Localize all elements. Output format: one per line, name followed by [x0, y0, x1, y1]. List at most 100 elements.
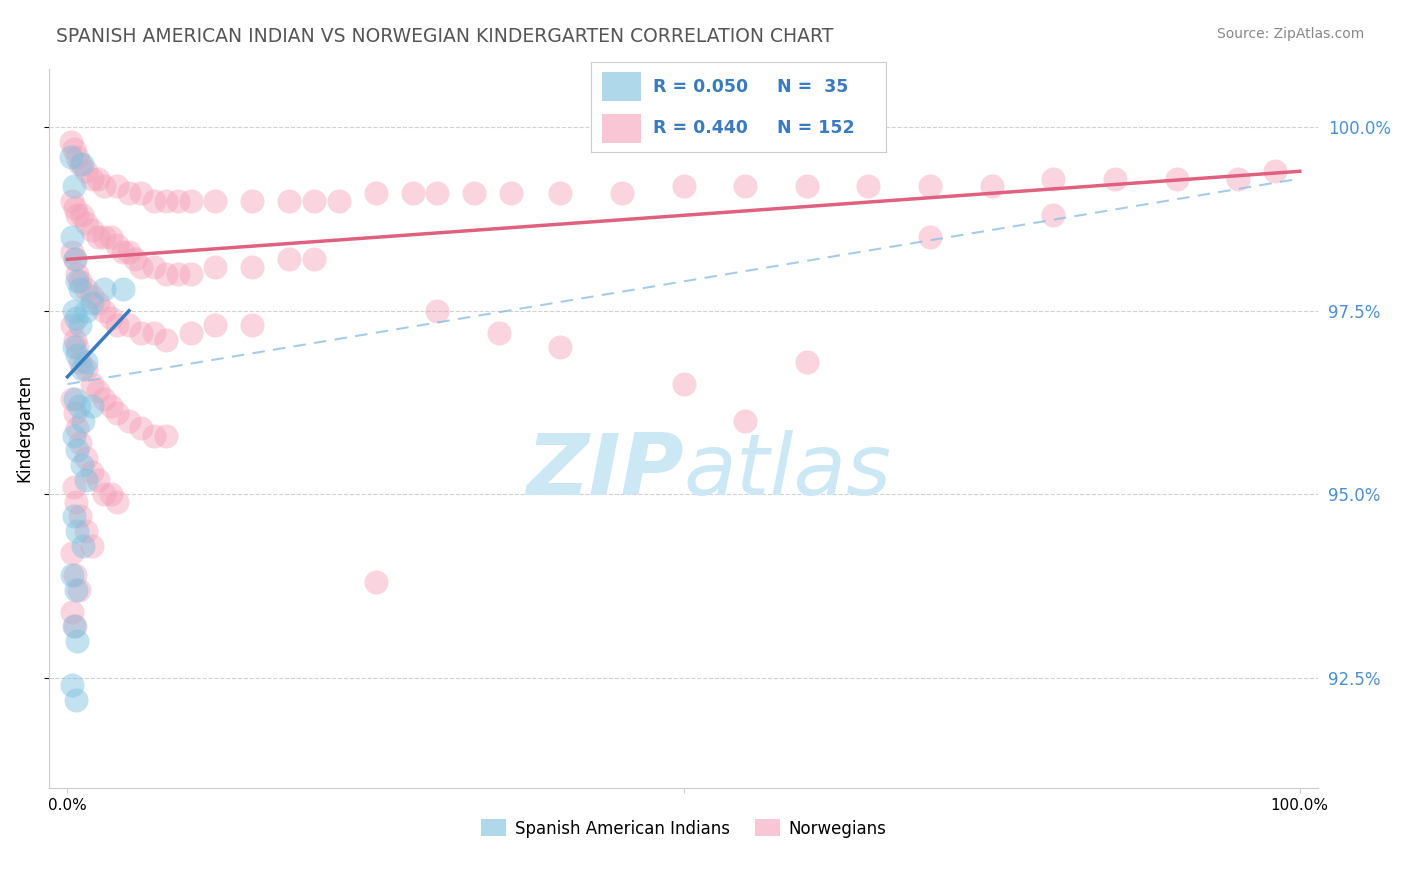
Point [180, 326, 202, 340]
Point [401, 186, 423, 201]
Point [66, 524, 89, 538]
Point [62, 178, 84, 193]
Point [364, 575, 387, 590]
Point [131, 186, 153, 201]
Text: N =  35: N = 35 [776, 78, 848, 95]
Point [66, 634, 89, 648]
Point [87, 473, 110, 487]
Point [155, 194, 177, 208]
Point [155, 267, 177, 281]
Point [66, 150, 89, 164]
Point [364, 186, 387, 201]
Point [75, 450, 97, 465]
Point [278, 194, 301, 208]
Point [131, 260, 153, 274]
Point [72, 414, 94, 428]
Point [69, 318, 91, 333]
Point [240, 194, 263, 208]
Point [426, 303, 449, 318]
Point [240, 318, 263, 333]
Point [100, 230, 122, 244]
Point [550, 186, 572, 201]
Point [62, 509, 84, 524]
Point [60, 392, 83, 406]
Point [105, 407, 128, 421]
Point [60, 230, 83, 244]
Point [858, 178, 880, 193]
Point [75, 473, 97, 487]
Point [82, 171, 104, 186]
Point [60, 245, 83, 260]
Point [167, 267, 190, 281]
Point [82, 465, 104, 479]
Point [105, 237, 128, 252]
Point [124, 252, 146, 267]
Point [69, 435, 91, 450]
Point [82, 399, 104, 413]
Point [66, 348, 89, 362]
Point [734, 178, 756, 193]
Point [142, 194, 165, 208]
Point [69, 282, 91, 296]
Point [60, 150, 83, 164]
Point [111, 245, 134, 260]
Point [142, 260, 165, 274]
Point [72, 539, 94, 553]
Point [70, 157, 93, 171]
Point [67, 582, 90, 597]
Point [302, 194, 325, 208]
Text: Source: ZipAtlas.com: Source: ZipAtlas.com [1216, 27, 1364, 41]
Point [70, 362, 93, 376]
Point [105, 494, 128, 508]
Point [60, 194, 83, 208]
Point [69, 274, 91, 288]
Point [63, 252, 86, 267]
Point [426, 186, 449, 201]
Point [69, 157, 91, 171]
Point [488, 326, 510, 340]
Point [240, 260, 263, 274]
Point [75, 362, 97, 376]
Point [87, 230, 110, 244]
Point [131, 421, 153, 435]
Point [796, 178, 818, 193]
Point [66, 267, 89, 281]
Point [63, 201, 86, 215]
Point [672, 377, 695, 392]
Point [67, 399, 90, 413]
Point [100, 311, 122, 326]
Point [82, 377, 104, 392]
Point [82, 289, 104, 303]
Point [463, 186, 485, 201]
Point [62, 303, 84, 318]
Point [93, 392, 115, 406]
Point [1227, 171, 1250, 186]
Point [980, 178, 1002, 193]
Point [69, 355, 91, 369]
Point [66, 208, 89, 222]
Point [82, 296, 104, 310]
Point [65, 582, 87, 597]
Point [105, 178, 128, 193]
Point [62, 428, 84, 442]
Point [87, 171, 110, 186]
Point [105, 318, 128, 333]
Point [65, 692, 87, 706]
Point [302, 252, 325, 267]
Point [93, 282, 115, 296]
Point [63, 568, 86, 582]
Point [672, 178, 695, 193]
Text: ZIP: ZIP [526, 430, 683, 513]
Text: atlas: atlas [683, 430, 891, 513]
Point [118, 245, 141, 260]
Point [75, 164, 97, 178]
Point [180, 194, 202, 208]
Point [75, 355, 97, 369]
Point [60, 135, 83, 149]
Text: N = 152: N = 152 [776, 120, 855, 137]
Point [63, 392, 86, 406]
Bar [602, 72, 641, 101]
Point [75, 524, 97, 538]
Point [70, 458, 93, 472]
Point [75, 303, 97, 318]
